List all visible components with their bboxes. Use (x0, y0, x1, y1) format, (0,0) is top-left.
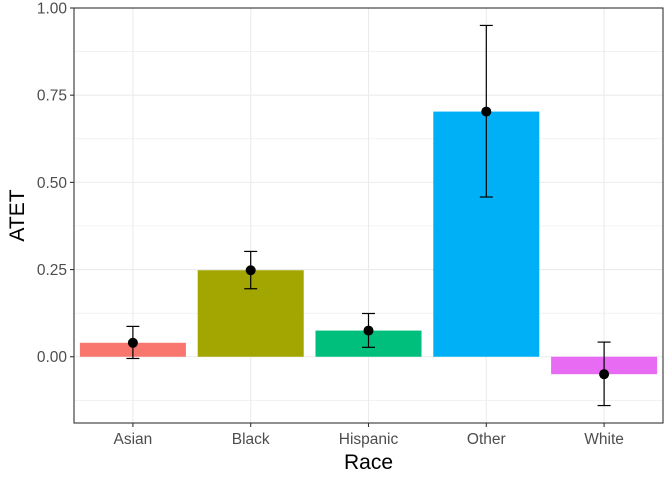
x-axis: Asian Black Hispanic Other White (114, 423, 624, 448)
y-tick-label: 0.25 (37, 262, 67, 279)
x-tick-label: Other (467, 431, 506, 448)
y-tick-label: 0.75 (37, 88, 67, 105)
points (127, 106, 610, 380)
y-tick-label: 1.00 (37, 1, 68, 18)
x-tick-label: White (584, 431, 624, 448)
y-axis-title: ATET (6, 189, 29, 241)
point-asian (127, 337, 138, 348)
x-axis-title: Race (344, 451, 393, 474)
point-white (599, 369, 610, 380)
x-tick-label: Hispanic (339, 431, 399, 448)
point-black (245, 265, 256, 276)
y-axis: 0.00 0.25 0.50 0.75 1.00 (37, 1, 74, 366)
point-hispanic (363, 325, 374, 336)
x-tick-label: Asian (114, 431, 153, 448)
y-tick-label: 0.00 (37, 349, 68, 366)
y-tick-label: 0.50 (37, 175, 68, 192)
bars (79, 111, 658, 375)
point-other (481, 106, 492, 117)
x-tick-label: Black (232, 431, 270, 448)
